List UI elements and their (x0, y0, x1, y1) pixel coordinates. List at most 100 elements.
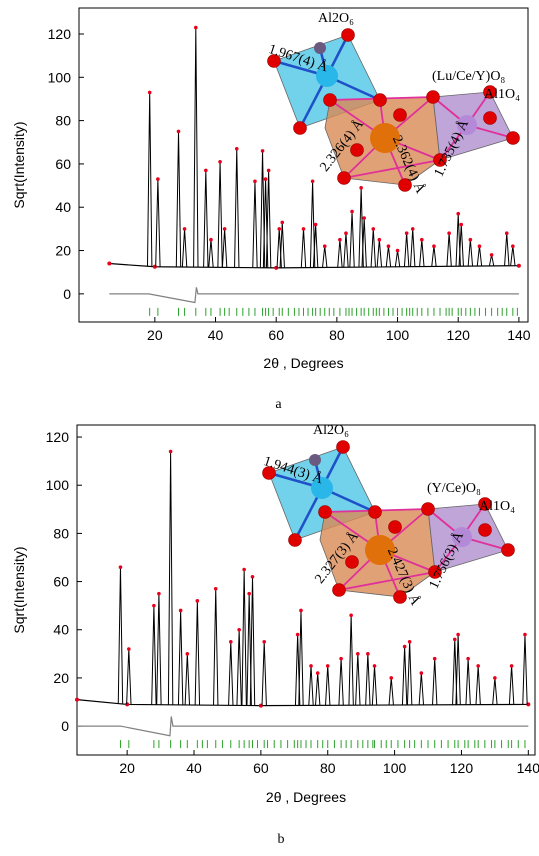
observed-point (510, 664, 514, 668)
x-tick-label: 80 (320, 760, 336, 776)
observed-point (476, 664, 480, 668)
peak (147, 92, 151, 266)
atom (479, 524, 492, 537)
observed-point (371, 227, 375, 231)
observed-point (356, 652, 360, 656)
peak (209, 240, 213, 268)
peak (301, 229, 305, 268)
figure: 204060801001201400204060801001202θ , Deg… (0, 0, 539, 851)
x-tick-label: 60 (268, 327, 284, 343)
peak (419, 673, 423, 705)
peak (266, 170, 270, 267)
observed-point (107, 262, 111, 266)
peak (356, 654, 360, 705)
peak (204, 170, 208, 267)
atom (507, 132, 520, 145)
atom (394, 109, 407, 122)
observed-point (433, 657, 437, 661)
observed-point (456, 212, 460, 216)
observed-point (432, 244, 436, 248)
observed-point (323, 244, 327, 248)
y-tick-label: 100 (48, 69, 72, 85)
peak (433, 659, 437, 705)
peak (468, 240, 472, 266)
observed-point (277, 227, 281, 231)
atom (369, 506, 382, 519)
observed-point (218, 160, 222, 164)
peak (222, 229, 226, 268)
atom (342, 29, 355, 42)
y-tick-label: 60 (53, 574, 69, 590)
observed-point (223, 227, 227, 231)
peak (404, 233, 408, 266)
annotation: Al1O₄ (484, 87, 520, 102)
atom (346, 556, 359, 569)
peak (476, 666, 480, 705)
caption: b (278, 832, 285, 847)
peak (411, 229, 415, 267)
peak (339, 659, 343, 706)
atom (351, 144, 364, 157)
observed-point (314, 223, 318, 227)
peak (156, 179, 160, 267)
y-tick-label: 0 (63, 286, 71, 302)
peak (493, 678, 497, 705)
peak (194, 27, 198, 267)
observed-point (490, 253, 494, 257)
peak (511, 246, 515, 266)
observed-point (447, 231, 451, 235)
peak (229, 642, 233, 706)
peak (432, 246, 436, 266)
observed-point (229, 640, 233, 644)
peak (407, 642, 411, 705)
annotation: Al2O₆ (318, 11, 354, 26)
x-tick-label: 120 (450, 760, 474, 776)
peak (389, 678, 393, 705)
y-tick-label: 60 (55, 156, 71, 172)
observed-point (261, 149, 265, 153)
y-tick-label: 80 (53, 525, 69, 541)
peak (168, 451, 172, 704)
observed-point (505, 231, 509, 235)
peak (456, 635, 460, 705)
x-tick-label: 60 (253, 760, 269, 776)
peak (509, 666, 513, 705)
difference-line (109, 287, 519, 302)
observed-point (169, 450, 173, 454)
peak (338, 240, 342, 268)
atom (289, 534, 302, 547)
observed-point (517, 264, 521, 268)
observed-point (196, 599, 200, 603)
observed-point (344, 231, 348, 235)
y-tick-label: 20 (55, 243, 71, 259)
observed-point (389, 676, 393, 680)
x-tick-label: 80 (329, 327, 345, 343)
atom (389, 521, 402, 534)
peak (459, 225, 463, 267)
peak (377, 240, 381, 267)
observed-point (179, 609, 183, 613)
atom (338, 172, 351, 185)
observed-point (349, 613, 353, 617)
peak (152, 606, 156, 705)
x-axis-label: 2θ , Degrees (266, 789, 346, 805)
x-tick-label: 140 (507, 327, 531, 343)
observed-point (466, 657, 470, 661)
observed-point (209, 238, 213, 242)
peak (262, 642, 266, 706)
peak (218, 162, 222, 268)
observed-point (493, 676, 497, 680)
peak (350, 212, 354, 268)
observed-point (459, 223, 463, 227)
observed-point (456, 633, 460, 637)
observed-point (296, 633, 300, 637)
x-tick-label: 20 (119, 760, 135, 776)
observed-point (235, 147, 239, 151)
peak (402, 647, 406, 705)
y-tick-label: 40 (55, 199, 71, 215)
peak (176, 131, 180, 267)
peak (366, 654, 370, 705)
peak (477, 246, 481, 266)
x-tick-label: 20 (147, 327, 163, 343)
observed-point (309, 664, 313, 668)
